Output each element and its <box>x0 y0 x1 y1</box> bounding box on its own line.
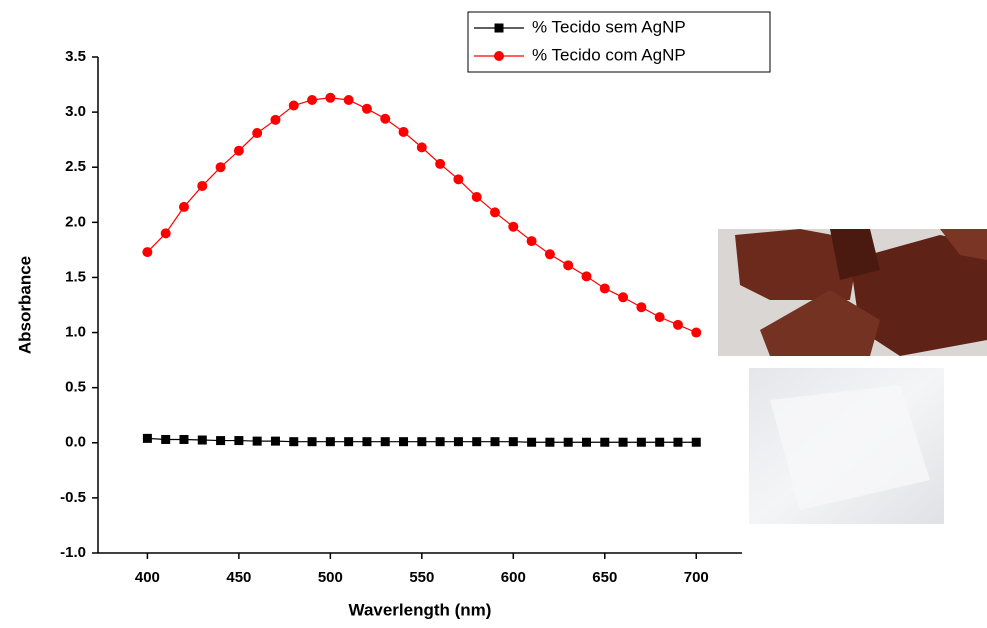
photo-without-agnp <box>749 368 944 524</box>
data-point <box>691 327 702 338</box>
data-point <box>288 100 299 111</box>
data-point <box>435 437 445 447</box>
x-axis-title: Waverlength (nm) <box>349 600 492 619</box>
data-point <box>362 437 372 447</box>
data-point <box>581 271 592 282</box>
x-tick-label: 500 <box>318 569 343 586</box>
data-point <box>545 437 555 447</box>
y-tick-label: -0.5 <box>60 489 86 506</box>
x-tick-label: 600 <box>501 569 526 586</box>
legend-box <box>467 11 771 73</box>
data-point <box>325 92 336 103</box>
data-point <box>453 174 464 185</box>
data-point <box>472 437 482 447</box>
data-point <box>252 128 263 139</box>
legend-marker <box>494 51 504 61</box>
data-point <box>527 437 537 447</box>
data-point <box>636 437 646 447</box>
data-point <box>563 260 574 271</box>
y-tick-label: 1.0 <box>65 324 86 341</box>
data-point <box>654 312 665 323</box>
data-point <box>399 437 409 447</box>
y-axis-title: Absorbance <box>15 256 34 354</box>
data-point <box>673 437 683 447</box>
data-point <box>490 207 501 218</box>
data-point <box>655 437 665 447</box>
data-point <box>453 437 463 447</box>
legend: % Tecido sem AgNP % Tecido com AgNP <box>467 11 771 73</box>
data-point <box>289 437 299 447</box>
data-point <box>618 437 628 447</box>
data-point <box>179 434 189 444</box>
y-tick-label: 3.0 <box>65 103 86 120</box>
data-point <box>398 126 409 137</box>
data-point <box>416 142 427 153</box>
x-tick-label: 550 <box>409 569 434 586</box>
data-point <box>544 249 555 260</box>
data-point <box>307 94 318 105</box>
y-tick-label: 3.5 <box>65 48 86 65</box>
data-point <box>197 180 208 191</box>
data-point <box>508 437 518 447</box>
data-point <box>215 162 226 173</box>
data-point <box>252 436 262 446</box>
data-point <box>563 437 573 447</box>
data-point <box>307 437 317 447</box>
y-tick-label: 0.5 <box>65 379 86 396</box>
data-point <box>526 236 537 247</box>
y-tick-label: 2.5 <box>65 158 86 175</box>
data-point <box>600 437 610 447</box>
data-point <box>361 103 372 114</box>
data-point <box>508 221 519 232</box>
x-tick-label: 650 <box>592 569 617 586</box>
data-point <box>270 114 281 125</box>
y-tick-label: -1.0 <box>60 544 86 561</box>
data-point <box>380 437 390 447</box>
legend-marker <box>494 23 504 33</box>
legend-label: % Tecido com AgNP <box>532 45 686 64</box>
data-point <box>471 191 482 202</box>
series-line <box>146 97 697 334</box>
x-tick-label: 700 <box>684 569 709 586</box>
data-point <box>233 145 244 156</box>
data-point <box>344 437 354 447</box>
data-point <box>417 437 427 447</box>
data-point <box>142 433 152 443</box>
data-point <box>581 437 591 447</box>
data-point <box>160 228 171 239</box>
data-point <box>178 201 189 212</box>
y-tick-label: 1.5 <box>65 268 86 285</box>
data-point <box>636 302 647 313</box>
data-point <box>270 436 280 446</box>
data-point <box>691 437 701 447</box>
data-point <box>216 436 226 446</box>
data-point <box>672 319 683 330</box>
data-point <box>435 158 446 169</box>
data-point <box>380 113 391 124</box>
data-point <box>599 283 610 294</box>
data-point <box>490 437 500 447</box>
x-tick-label: 450 <box>226 569 251 586</box>
y-tick-label: 0.0 <box>65 434 86 451</box>
data-point <box>343 94 354 105</box>
data-point <box>161 434 171 444</box>
data-point <box>325 437 335 447</box>
x-tick-label: 400 <box>135 569 160 586</box>
data-point <box>234 436 244 446</box>
data-point <box>197 435 207 445</box>
data-point <box>618 292 629 303</box>
legend-label: % Tecido sem AgNP <box>532 17 686 36</box>
photo-with-agnp <box>718 229 987 356</box>
y-tick-label: 2.0 <box>65 213 86 230</box>
data-point <box>142 247 153 258</box>
